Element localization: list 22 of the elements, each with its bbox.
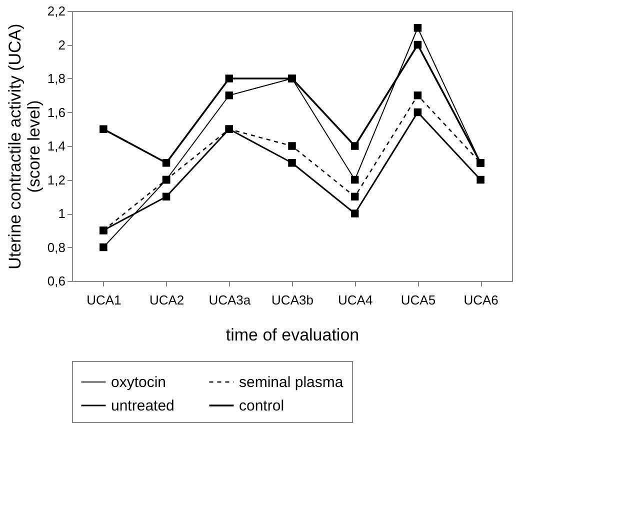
legend-label: control (239, 398, 284, 414)
x-tick-label: UCA3a (208, 292, 252, 308)
legend-label: seminal plasma (239, 374, 344, 391)
x-tick-label: UCA5 (400, 292, 436, 308)
x-tick-label: UCA3b (272, 292, 314, 308)
y-tick-label: 1,6 (47, 104, 66, 120)
y-tick-label: 1,4 (47, 138, 66, 154)
x-tick-label: UCA4 (338, 292, 373, 308)
y-tick-label: 1,8 (47, 71, 66, 86)
y-tick-label: 0,6 (47, 274, 66, 288)
x-tick-label: UCA1 (86, 292, 122, 308)
y-tick-label: 2 (58, 37, 66, 52)
legend-label: untreated (111, 398, 174, 414)
x-axis-title: time of evaluation (226, 326, 360, 344)
x-tick-label: UCA6 (464, 292, 498, 308)
y-tick-label: 0,8 (47, 240, 66, 255)
y-tick-label: 1 (58, 206, 66, 221)
legend-label: oxytocin (111, 374, 166, 391)
y-tick-label: 2,2 (47, 4, 66, 18)
y-tick-label: 1,2 (47, 172, 66, 188)
x-tick-label: UCA2 (149, 292, 184, 308)
y-axis-title: Uterine contractile activity (UCA) (score level) (5, 24, 44, 270)
